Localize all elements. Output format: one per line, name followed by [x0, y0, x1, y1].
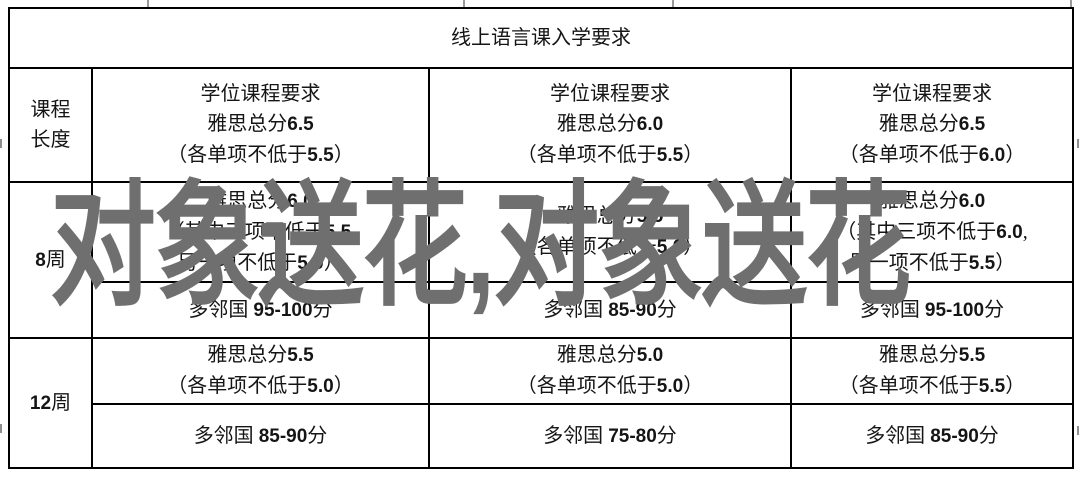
ielts-cell-12w-col2: 雅思总分5.0 （各单项不低于5.0）: [428, 337, 792, 405]
duolingo-cell-8w-col3: 多邻国 95-100分: [790, 281, 1074, 339]
header-line: （各单项不低于5.5）: [167, 144, 354, 166]
header-line: 雅思总分6.5: [878, 113, 986, 135]
column-header-2: 学位课程要求 雅思总分6.0 （各单项不低于5.5）: [428, 67, 792, 183]
duolingo-line: 多邻国 85-90分: [865, 424, 999, 447]
header-line: 学位课程要求: [200, 83, 321, 105]
ielts-line: （各单项不低于5.0）: [516, 375, 704, 397]
duolingo-cell-8w-col2: 多邻国 85-90分: [428, 281, 792, 339]
table-title-text: 线上语言课入学要求: [451, 27, 631, 49]
ielts-cell-8w-col1: 雅思总分6.0 （其中三项不低于5.5, 另一项不低于5.0）: [91, 181, 430, 283]
header-line: （各单项不低于5.5）: [516, 144, 704, 166]
admission-requirements-table: 线上语言课入学要求 课程 长度 学位课程要求 雅思总分6.5 （各单项不低于5.…: [8, 7, 1074, 469]
corner-header-line: 长度: [30, 129, 71, 151]
ielts-line: 雅思总分5.5: [556, 205, 664, 227]
duration-label: 12周: [29, 391, 72, 414]
ielts-line: （各单项不低于5.0）: [167, 375, 354, 397]
duration-cell-12-weeks: 12周: [8, 337, 93, 469]
ielts-cell-8w-col3: 雅思总分6.0 （其中三项不低于6.0, 另一项不低于5.5）: [790, 181, 1074, 283]
cropped-table-remnant-tick: [672, 0, 674, 7]
duolingo-cell-12w-col2: 多邻国 75-80分: [428, 403, 792, 469]
cropped-table-remnant-tick: [1070, 0, 1072, 7]
ielts-cell-12w-col1: 雅思总分5.5 （各单项不低于5.0）: [91, 337, 430, 405]
cropped-table-remnant-tick: [147, 0, 149, 7]
duration-cell-8-weeks: 8周: [8, 181, 93, 339]
duolingo-line: 多邻国 95-100分: [859, 298, 1005, 321]
header-line: 雅思总分6.0: [556, 113, 664, 135]
ielts-line: 雅思总分6.0: [878, 189, 986, 212]
ielts-cell-12w-col3: 雅思总分5.5 （各单项不低于5.5）: [790, 337, 1074, 405]
ielts-line: （其中三项不低于5.5,: [164, 220, 357, 243]
cropped-table-remnant-tick: [0, 139, 2, 148]
header-line: 学位课程要求: [872, 83, 992, 105]
duolingo-line: 多邻国 95-100分: [188, 298, 333, 321]
duolingo-line: 多邻国 75-80分: [543, 424, 677, 447]
duolingo-cell-12w-col1: 多邻国 85-90分: [91, 403, 430, 469]
header-line: 雅思总分6.5: [207, 113, 314, 135]
ielts-cell-8w-col2: 雅思总分5.5 （各单项不低于5.0）: [428, 181, 792, 283]
ielts-line: 雅思总分6.0: [207, 189, 314, 212]
ielts-line: 雅思总分5.5: [878, 344, 986, 366]
column-header-3: 学位课程要求 雅思总分6.5 （各单项不低于6.0）: [790, 67, 1074, 183]
header-line: 学位课程要求: [550, 83, 670, 105]
cropped-table-remnant-tick: [1077, 426, 1079, 435]
cropped-table-remnant-tick: [463, 0, 465, 7]
ielts-line: 雅思总分5.5: [207, 344, 314, 366]
header-line: （各单项不低于6.0）: [838, 144, 1026, 166]
duolingo-cell-12w-col3: 多邻国 85-90分: [790, 403, 1074, 469]
corner-header-course-length: 课程 长度: [8, 67, 93, 183]
ielts-line: 另一项不低于5.0）: [177, 251, 344, 274]
ielts-line: 雅思总分5.0: [556, 344, 664, 366]
duration-label: 8周: [35, 248, 66, 271]
duolingo-cell-8w-col1: 多邻国 95-100分: [91, 281, 430, 339]
ielts-line: 另一项不低于5.5）: [848, 251, 1016, 274]
table-title: 线上语言课入学要求: [8, 7, 1074, 69]
ielts-line: （各单项不低于5.0）: [516, 236, 704, 258]
ielts-line: （其中三项不低于6.0,: [836, 220, 1028, 243]
corner-header-line: 课程: [30, 99, 71, 121]
cropped-table-remnant-tick: [1077, 139, 1079, 148]
duolingo-line: 多邻国 85-90分: [193, 424, 328, 447]
ielts-line: （各单项不低于5.5）: [838, 375, 1026, 397]
duolingo-line: 多邻国 85-90分: [543, 298, 677, 321]
column-header-1: 学位课程要求 雅思总分6.5 （各单项不低于5.5）: [91, 67, 430, 183]
cropped-table-remnant-tick: [0, 424, 2, 433]
